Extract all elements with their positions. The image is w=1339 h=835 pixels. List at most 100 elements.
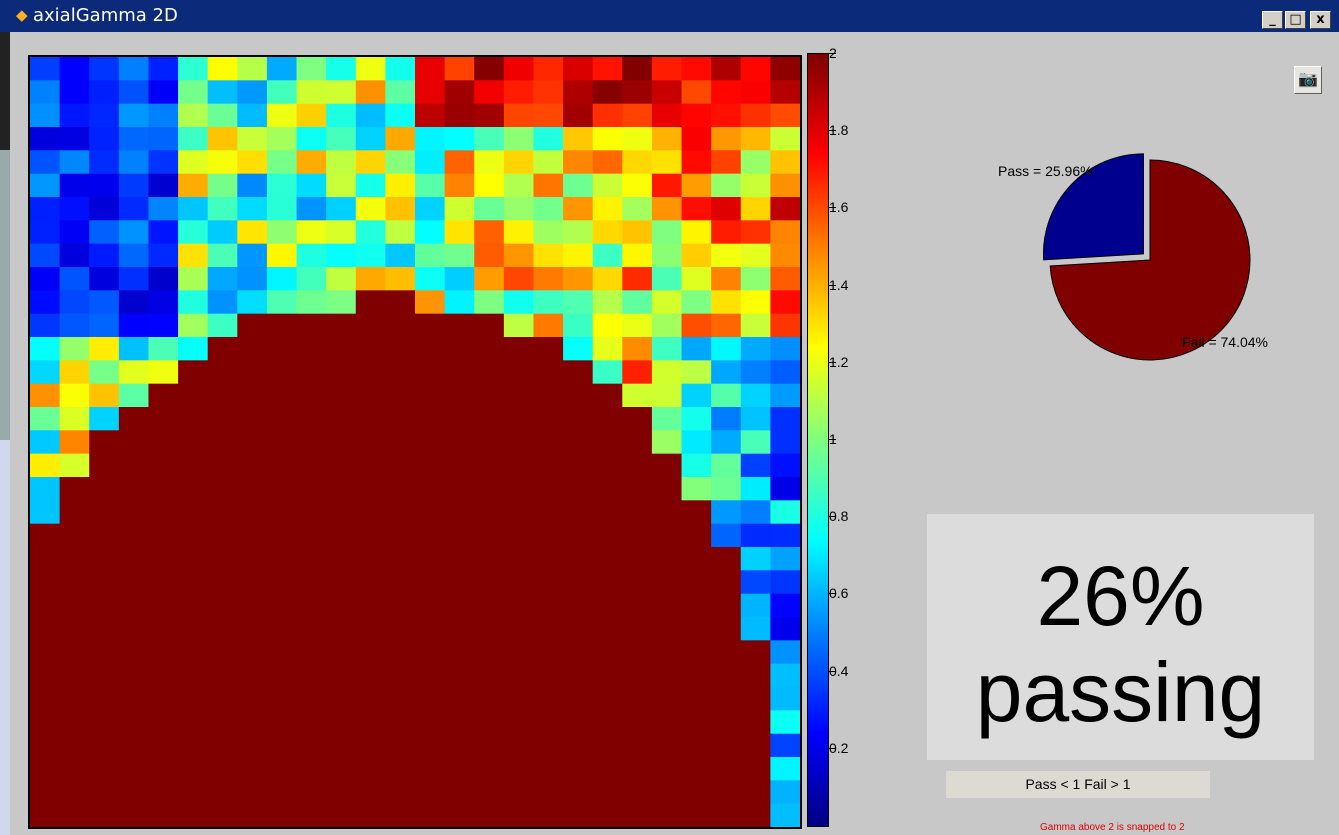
heatmap-cell <box>622 383 653 408</box>
heatmap-cell <box>207 337 238 361</box>
heatmap-cell <box>237 640 268 665</box>
heatmap-cell <box>415 80 446 105</box>
heatmap-cell <box>237 127 268 151</box>
heatmap-cell <box>503 360 535 385</box>
heatmap-cell <box>563 663 594 688</box>
heatmap-cell <box>207 360 238 385</box>
heatmap-cell <box>148 477 179 501</box>
heatmap-cell <box>444 150 475 175</box>
heatmap-cell <box>30 220 61 245</box>
heatmap-cell <box>563 523 594 548</box>
heatmap-cell <box>651 150 683 175</box>
heatmap-cell <box>533 150 564 175</box>
heatmap-cell <box>474 103 505 128</box>
colorbar-tick-label: 0.4 <box>829 662 849 679</box>
heatmap-cell <box>711 757 742 781</box>
heatmap-cell <box>592 640 623 665</box>
heatmap-cell <box>207 313 238 338</box>
heatmap-cell <box>178 197 209 221</box>
heatmap-cell <box>266 477 298 501</box>
heatmap-cell <box>592 243 623 268</box>
pass-fail-pie <box>1042 153 1251 361</box>
heatmap-cell <box>770 570 800 595</box>
heatmap-cell <box>89 757 120 781</box>
background-strip <box>0 0 10 835</box>
heatmap-cell <box>415 477 446 501</box>
colorbar-tick-label: 0.6 <box>829 585 849 602</box>
heatmap-cell <box>148 127 179 151</box>
heatmap-cell <box>89 547 120 571</box>
heatmap-cell <box>148 617 179 641</box>
heatmap-cell <box>207 220 238 245</box>
heatmap-cell <box>415 663 446 688</box>
heatmap-cell <box>296 267 327 291</box>
camera-button[interactable]: 📷 <box>1294 66 1322 94</box>
heatmap-cell <box>533 803 564 827</box>
minimize-button[interactable]: _ <box>1262 11 1283 29</box>
title-bar[interactable]: ◆ axialGamma 2D _ □ x <box>0 0 1339 32</box>
heatmap-cell <box>178 220 209 245</box>
heatmap-cell <box>118 407 150 431</box>
colorbar-tick-label: 0.2 <box>829 739 849 756</box>
heatmap-cell <box>444 733 475 758</box>
heatmap-cell <box>711 780 742 805</box>
heatmap-cell <box>237 220 268 245</box>
heatmap-cell <box>89 220 120 245</box>
heatmap-cell <box>326 407 357 431</box>
heatmap-cell <box>415 733 446 758</box>
heatmap-cell <box>30 757 61 781</box>
heatmap-cell <box>622 803 653 827</box>
heatmap-cell <box>30 290 61 315</box>
heatmap-cell <box>444 430 475 455</box>
heatmap-cell <box>237 267 268 291</box>
heatmap-cell <box>415 710 446 735</box>
heatmap-cell <box>503 267 535 291</box>
heatmap-cell <box>770 803 800 827</box>
heatmap-cell <box>681 453 712 478</box>
heatmap-cell <box>651 757 683 781</box>
heatmap-cell <box>59 267 90 291</box>
heatmap-cell <box>533 477 564 501</box>
heatmap-cell <box>740 710 771 735</box>
heatmap-cell <box>178 267 209 291</box>
maximize-button[interactable]: □ <box>1285 11 1306 29</box>
heatmap-cell <box>326 663 357 688</box>
heatmap-cell <box>533 453 564 478</box>
heatmap-cell <box>355 477 386 501</box>
heatmap-cell <box>59 313 90 338</box>
heatmap-cell <box>89 453 120 478</box>
heatmap-cell <box>563 453 594 478</box>
heatmap-cell <box>89 477 120 501</box>
heatmap-cell <box>770 477 800 501</box>
heatmap-cell <box>355 500 386 525</box>
close-button[interactable]: x <box>1310 11 1331 29</box>
summary-percent: 26% <box>1036 549 1205 643</box>
heatmap-cell <box>355 547 386 571</box>
heatmap-cell <box>533 547 564 571</box>
heatmap-cell <box>711 547 742 571</box>
heatmap-cell <box>266 547 298 571</box>
heatmap-cell <box>30 547 61 571</box>
heatmap-cell <box>296 593 327 618</box>
heatmap-cell <box>296 477 327 501</box>
heatmap-cell <box>30 243 61 268</box>
heatmap-cell <box>474 640 505 665</box>
heatmap-cell <box>740 337 771 361</box>
heatmap-cell <box>385 243 416 268</box>
heatmap-cell <box>59 687 90 711</box>
heatmap-cell <box>740 220 771 245</box>
heatmap-cell <box>770 617 800 641</box>
heatmap-cell <box>622 593 653 618</box>
camera-icon: 📷 <box>1298 71 1318 88</box>
heatmap-cell <box>474 173 505 198</box>
heatmap-cell <box>711 640 742 665</box>
heatmap-cell <box>563 477 594 501</box>
window-title: axialGamma 2D <box>33 5 178 26</box>
heatmap-cell <box>118 430 150 455</box>
heatmap-cell <box>385 57 416 81</box>
heatmap-cell <box>30 710 61 735</box>
heatmap-cell <box>415 313 446 338</box>
heatmap-cell <box>533 617 564 641</box>
heatmap-cell <box>592 663 623 688</box>
heatmap-cell <box>592 733 623 758</box>
